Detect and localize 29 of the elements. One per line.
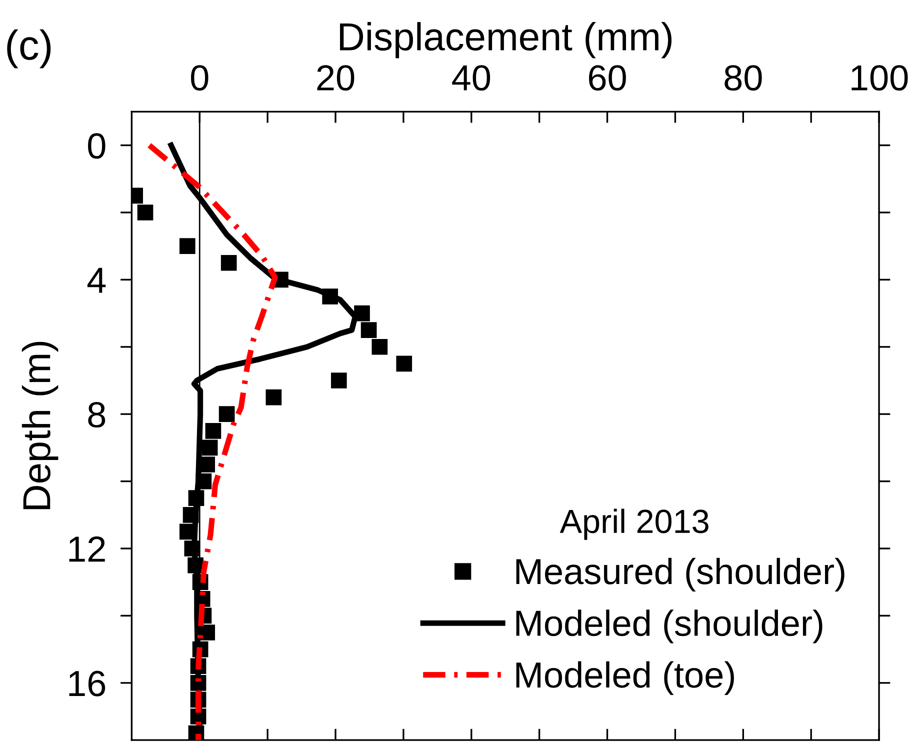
point (218, 406, 235, 422)
x-tick-label: 40 (452, 65, 490, 91)
point (220, 254, 237, 271)
x-tick-label: 0 (190, 65, 208, 91)
point (202, 440, 218, 456)
y-tick-label: 4 (87, 268, 106, 293)
x-tick-label: 20 (317, 65, 354, 91)
y-axis-title: Depth (m) (22, 342, 58, 510)
legend-label: Modeled (shoulder) (516, 610, 822, 644)
point (205, 422, 222, 439)
point (372, 338, 388, 355)
y-tick-label: 8 (88, 402, 106, 428)
legend-label: Modeled (toe) (516, 661, 734, 695)
y-tick-label: 12 (69, 536, 105, 562)
y-tick-label: 0 (88, 133, 106, 159)
point (266, 389, 282, 406)
x-tick-label: 60 (589, 65, 626, 91)
text: (c) (7, 29, 51, 68)
x-axis-title: Displacement (mm) (340, 22, 672, 58)
legend-title: April 2013 (560, 508, 708, 540)
y-tick-label: 16 (69, 670, 106, 696)
legend-label: Measured (shoulder) (516, 558, 844, 592)
point (330, 372, 347, 388)
point (179, 238, 196, 254)
point (137, 204, 154, 220)
point (360, 322, 377, 338)
x-tick-label: 80 (724, 65, 762, 91)
x-tick-label: 100 (852, 65, 908, 91)
point (396, 356, 412, 372)
